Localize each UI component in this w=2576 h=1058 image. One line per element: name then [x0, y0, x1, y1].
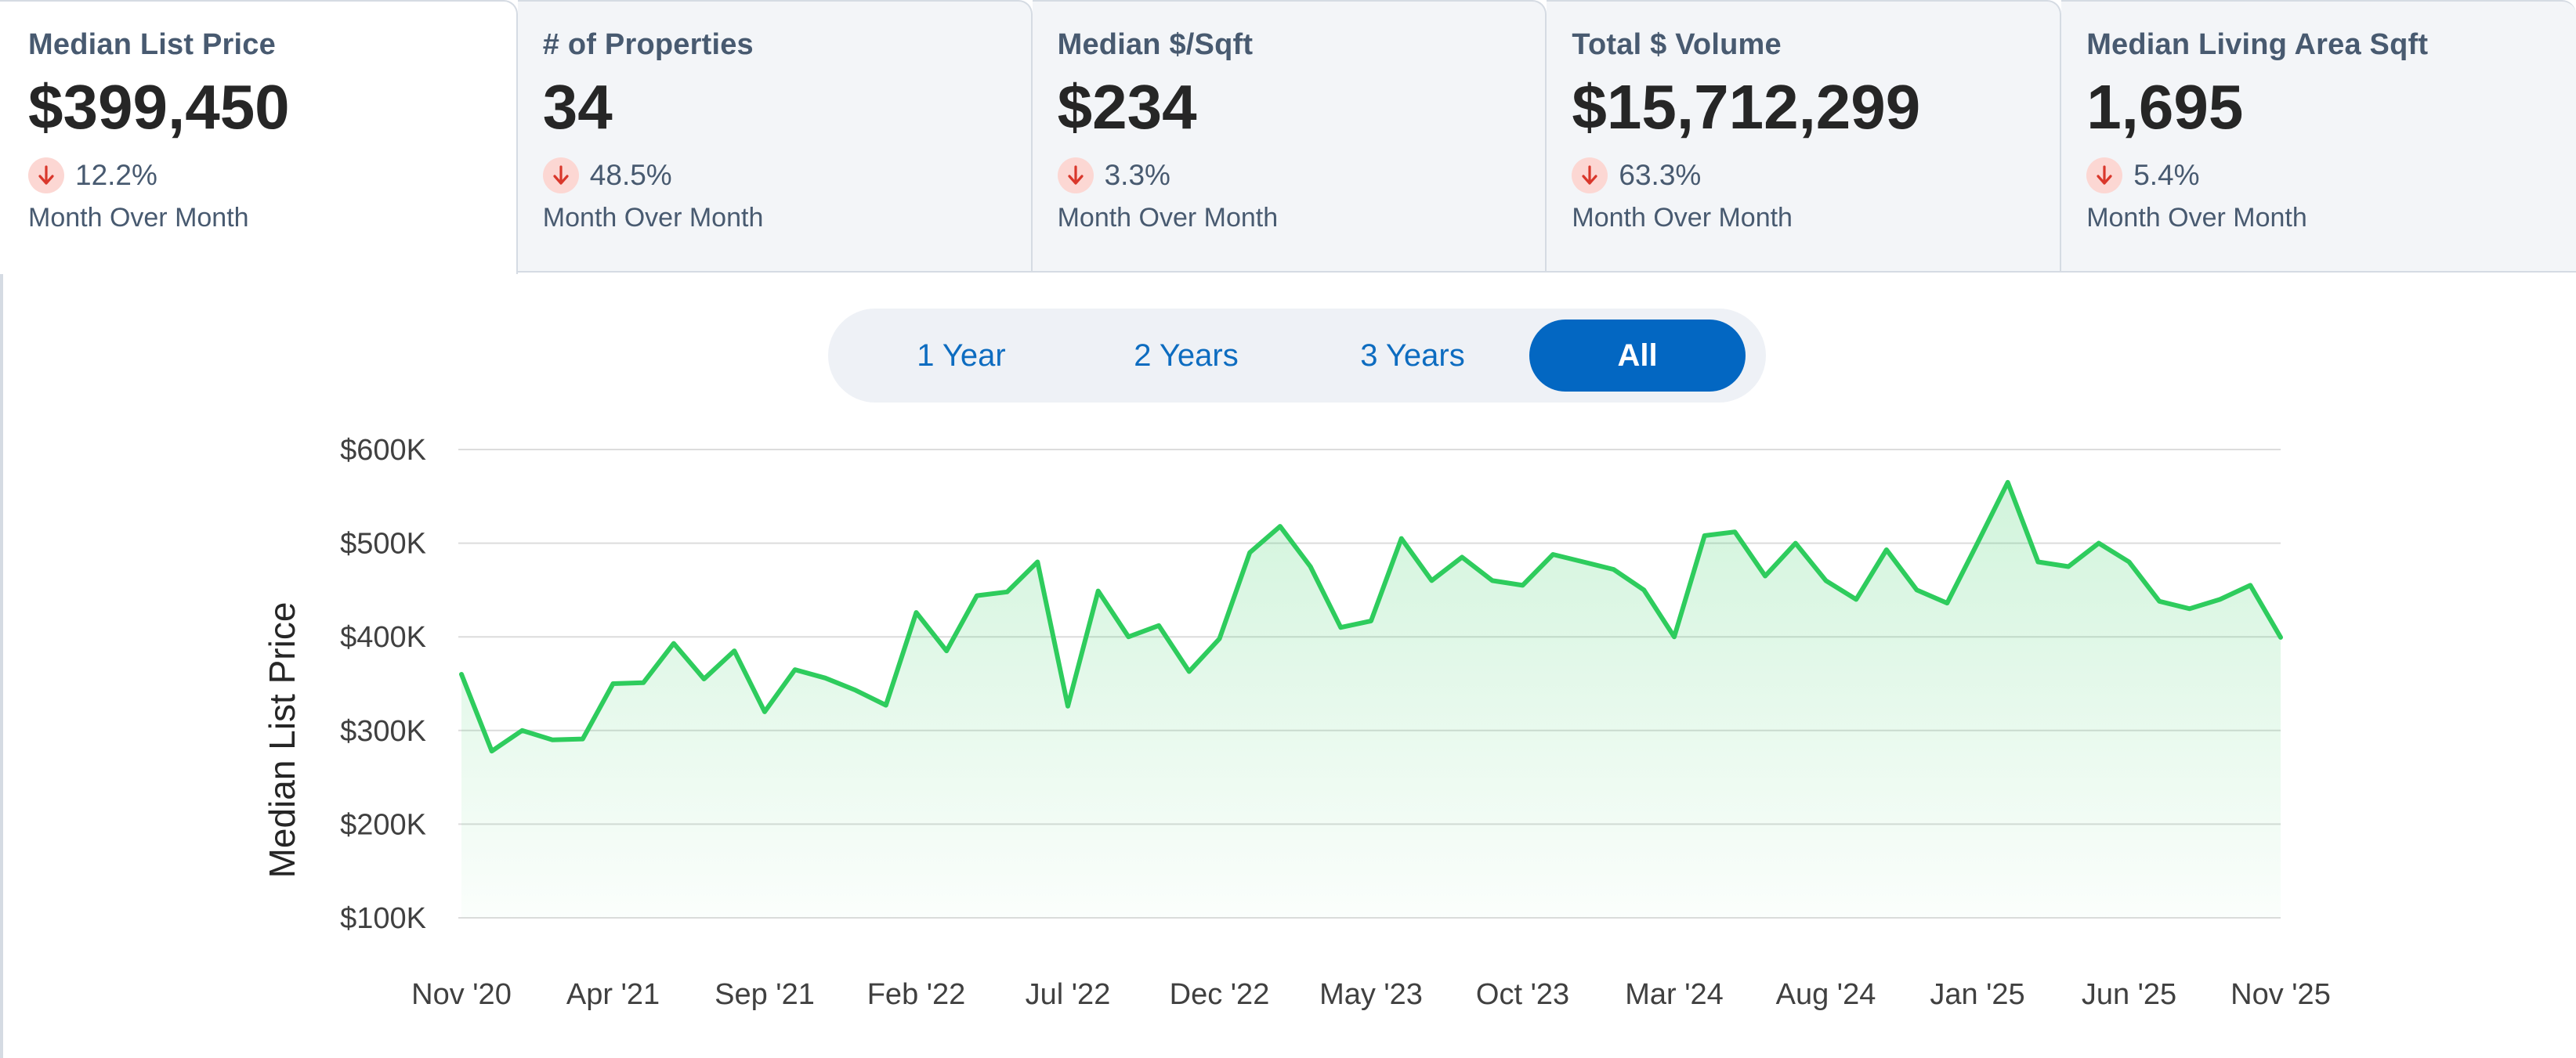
- range-all-button[interactable]: All: [1529, 320, 1746, 392]
- card-value: $15,712,299: [1572, 72, 1921, 142]
- stat-card-total-volume[interactable]: Total $ Volume $15,712,299 63.3% Month O…: [1547, 0, 2062, 273]
- change-row: 63.3%: [1572, 157, 2060, 193]
- stat-card-median-living-area[interactable]: Median Living Area Sqft 1,695 5.4% Month…: [2061, 0, 2576, 273]
- x-tick-label: Jan '25: [1930, 978, 2024, 1011]
- arrow-down-icon: [28, 157, 64, 193]
- x-axis-ticks: Nov '20 Apr '21 Sep '21 Feb '22 Jul '22 Dec '…: [411, 978, 2331, 1011]
- y-tick-label: $100K: [340, 902, 426, 935]
- x-tick-label: Jun '25: [2082, 978, 2176, 1011]
- range-3-years-button[interactable]: 3 Years: [1360, 338, 1465, 373]
- range-1-year-button[interactable]: 1 Year: [917, 338, 1006, 373]
- change-row: 3.3%: [1057, 157, 1546, 193]
- time-range-toggle: 1 Year 2 Years 3 Years All: [828, 309, 1766, 403]
- series-line: [459, 479, 2283, 754]
- arrow-down-icon: [1057, 157, 1094, 193]
- card-title: Median List Price: [28, 28, 276, 61]
- x-tick-label: Mar '24: [1625, 978, 1724, 1011]
- x-tick-label: May '23: [1319, 978, 1423, 1011]
- card-title: # of Properties: [542, 28, 754, 61]
- x-tick-label: Jul '22: [1026, 978, 1111, 1011]
- card-title: Median Living Area Sqft: [2086, 28, 2429, 61]
- y-tick-label: $600K: [340, 434, 426, 467]
- x-tick-label: Aug '24: [1776, 978, 1876, 1011]
- x-tick-label: Nov '25: [2230, 978, 2331, 1011]
- y-axis-ticks: $100K $200K $300K $400K $500K $600K: [340, 434, 426, 935]
- change-row: 48.5%: [542, 157, 1031, 193]
- stat-cards: Median List Price $399,450 12.2% Month O…: [0, 0, 2576, 274]
- y-tick-label: $500K: [340, 528, 426, 561]
- change-period: Month Over Month: [542, 203, 764, 233]
- card-title: Total $ Volume: [1572, 28, 1782, 61]
- x-tick-label: Oct '23: [1476, 978, 1569, 1011]
- change-percent: 3.3%: [1104, 159, 1170, 191]
- stat-card-number-of-properties[interactable]: # of Properties 34 48.5% Month Over Mont…: [517, 0, 1033, 273]
- y-tick-label: $400K: [340, 621, 426, 654]
- change-period: Month Over Month: [1572, 203, 1793, 233]
- change-row: 12.2%: [28, 157, 516, 193]
- median-list-price-chart: $100K $200K $300K $400K $500K $600K Nov '20 Ap…: [262, 434, 2331, 1011]
- arrow-down-icon: [1572, 157, 1608, 193]
- x-tick-label: Nov '20: [411, 978, 512, 1011]
- y-tick-label: $200K: [340, 808, 426, 841]
- y-tick-label: $300K: [340, 715, 426, 748]
- arrow-down-icon: [2086, 157, 2123, 193]
- change-percent: 5.4%: [2133, 159, 2200, 191]
- change-period: Month Over Month: [1057, 203, 1279, 233]
- x-tick-label: Dec '22: [1170, 978, 1270, 1011]
- change-percent: 63.3%: [1619, 159, 1702, 191]
- card-value: 1,695: [2086, 72, 2244, 142]
- card-value: 34: [542, 72, 613, 142]
- change-period: Month Over Month: [2086, 203, 2307, 233]
- x-tick-label: Sep '21: [715, 978, 815, 1011]
- card-value: $399,450: [28, 72, 290, 142]
- change-percent: 48.5%: [589, 159, 672, 191]
- x-tick-label: Apr '21: [566, 978, 660, 1011]
- stat-card-median-price-per-sqft[interactable]: Median $/Sqft $234 3.3% Month Over Month: [1032, 0, 1547, 273]
- series-area: [461, 482, 2281, 918]
- change-row: 5.4%: [2086, 157, 2576, 193]
- change-period: Month Over Month: [28, 203, 249, 233]
- range-2-years-button[interactable]: 2 Years: [1134, 338, 1239, 373]
- x-tick-label: Feb '22: [867, 978, 966, 1011]
- change-percent: 12.2%: [75, 159, 157, 191]
- card-value: $234: [1057, 72, 1197, 142]
- y-axis-title: Median List Price: [262, 602, 302, 879]
- stat-card-median-list-price[interactable]: Median List Price $399,450 12.2% Month O…: [0, 0, 518, 274]
- card-title: Median $/Sqft: [1057, 28, 1254, 61]
- arrow-down-icon: [542, 157, 579, 193]
